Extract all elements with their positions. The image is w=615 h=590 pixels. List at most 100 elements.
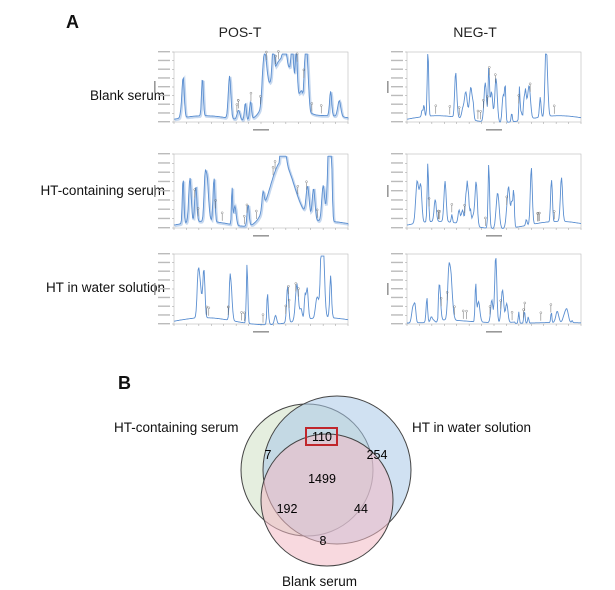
y-tick-label-glyph — [391, 227, 403, 229]
y-tick-label-glyph — [158, 112, 170, 114]
y-tick-label-glyph — [158, 190, 170, 192]
peak-marker-head — [505, 195, 508, 199]
chromatogram-pos-blank-serum — [154, 50, 350, 131]
y-tick-label-glyph — [391, 253, 403, 255]
y-tick-label-glyph — [391, 121, 403, 123]
y-tick-label-glyph — [158, 103, 170, 105]
y-tick-label-glyph — [391, 323, 403, 325]
y-tick-label-glyph — [391, 305, 403, 307]
y-tick-label-glyph — [158, 323, 170, 325]
y-tick-label-glyph — [391, 296, 403, 299]
y-tick-label-glyph — [391, 68, 403, 70]
y-tick-label-glyph — [391, 51, 403, 53]
chromatogram-trace — [406, 53, 582, 123]
y-tick-label-glyph — [158, 68, 170, 70]
y-tick-label-glyph — [391, 270, 403, 272]
y-tick-label-glyph — [158, 94, 170, 97]
plot-frame — [173, 51, 349, 123]
peak-marker-head — [523, 301, 526, 305]
peak-marker-head — [488, 305, 492, 308]
y-axis-label-glyph — [387, 185, 389, 197]
y-tick-label-glyph — [391, 261, 403, 264]
peak-marker-head — [295, 52, 299, 55]
peak-marker-head — [274, 54, 277, 58]
chromatogram-trace — [173, 53, 349, 121]
peak-marker-head — [553, 104, 556, 107]
peak-marker-head — [448, 105, 452, 108]
y-tick-label-glyph — [391, 180, 403, 183]
y-tick-label-glyph — [391, 190, 403, 192]
x-axis-label-glyph — [486, 129, 502, 131]
y-axis-label-glyph — [387, 81, 389, 93]
peak-marker-head — [437, 209, 440, 213]
y-tick-label-glyph — [158, 199, 170, 201]
chromatogram-trace — [173, 255, 349, 326]
peak-marker-head — [484, 216, 487, 220]
y-tick-label-glyph — [391, 199, 403, 201]
peak-marker-head — [450, 203, 454, 206]
y-tick-label-glyph — [158, 171, 170, 173]
venn-highlight-box — [305, 427, 338, 446]
row-label-ht-in-water: HT in water solution — [45, 280, 165, 295]
column-title-pos-t: POS-T — [218, 24, 262, 40]
peak-marker-head — [193, 188, 196, 191]
row-label-ht-containing-serum: HT-containing serum — [40, 183, 165, 198]
peak-marker-head — [463, 204, 466, 207]
chromatogram-trace-overlay — [174, 53, 350, 123]
venn-region-water-only: 254 — [367, 448, 388, 462]
y-tick-label-glyph — [158, 279, 170, 281]
peak-marker-head — [277, 50, 280, 53]
peak-marker-head — [245, 203, 249, 207]
chromatogram-pos-ht-water — [154, 253, 349, 333]
chromatogram-neg-ht-water — [387, 253, 582, 333]
peak-marker-head — [237, 99, 240, 102]
peak-marker-head — [427, 197, 431, 200]
peak-marker-head — [549, 303, 553, 306]
venn-label-ht-serum: HT-containing serum — [114, 420, 239, 435]
peak-marker-head — [255, 209, 258, 213]
peak-marker-head — [294, 282, 298, 285]
y-tick-label-glyph — [158, 253, 170, 255]
peak-marker-head — [538, 211, 541, 215]
peak-marker-head — [287, 298, 291, 302]
y-tick-label-glyph — [158, 153, 170, 155]
peak-marker-head — [438, 210, 441, 213]
plot-frame — [406, 253, 582, 325]
peak-marker-head — [265, 50, 268, 54]
venn-region-all-three: 1499 — [308, 472, 336, 486]
peak-marker-head — [316, 208, 319, 212]
y-axis-label-glyph — [154, 185, 156, 197]
y-tick-label-glyph — [391, 94, 403, 97]
peak-marker-head — [453, 305, 456, 308]
venn-label-ht-water: HT in water solution — [412, 420, 532, 435]
peak-marker-head — [434, 104, 437, 107]
peak-marker-head — [488, 66, 491, 69]
peak-marker-head — [499, 299, 502, 302]
venn-region-blank-only: 8 — [320, 534, 327, 548]
chromatogram-trace — [407, 258, 581, 324]
row-label-blank-serum: Blank serum — [89, 88, 165, 103]
peak-marker-head — [240, 311, 243, 314]
panel-a-letter: A — [66, 12, 79, 32]
peak-marker-head — [296, 185, 300, 188]
x-axis-label-glyph — [253, 235, 269, 237]
peak-marker-head — [207, 306, 210, 309]
peak-marker-head — [261, 313, 265, 316]
peak-marker-head — [486, 95, 489, 98]
chromatogram-pos-ht-serum — [154, 153, 349, 237]
peak-marker-head — [539, 311, 543, 314]
y-tick-label-glyph — [391, 208, 403, 210]
y-tick-label-glyph — [158, 217, 170, 220]
venn-region-ht-serum-and-blank: 192 — [277, 502, 298, 516]
y-tick-label-glyph — [158, 288, 170, 290]
plot-frame — [173, 253, 349, 325]
y-tick-label-glyph — [391, 103, 403, 105]
x-axis-label-glyph — [253, 331, 269, 333]
peak-marker-head — [284, 304, 287, 308]
y-tick-label-glyph — [158, 86, 170, 88]
y-tick-label-glyph — [158, 227, 170, 229]
peak-marker-head — [445, 291, 449, 294]
peak-marker-head — [465, 309, 468, 313]
peak-marker-head — [235, 103, 239, 106]
